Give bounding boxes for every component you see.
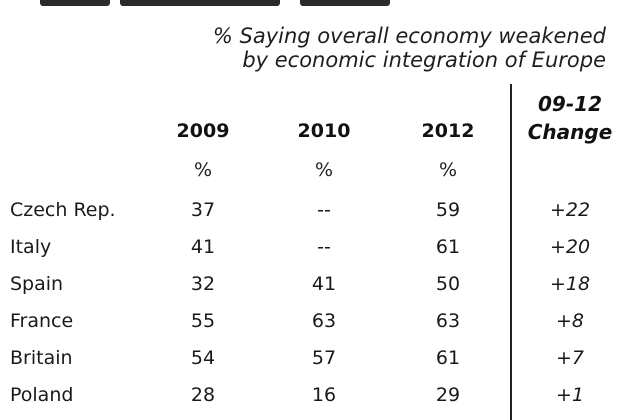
table-row: Italy 41 -- 61 +20 (0, 235, 640, 271)
cell-2010: 57 (311, 347, 337, 369)
cell-2009: 28 (190, 384, 216, 406)
row-country-label: France (10, 310, 74, 332)
cell-2009: 55 (190, 310, 216, 332)
cell-2009: 37 (190, 199, 216, 221)
cell-2010: 16 (311, 384, 337, 406)
table-title-line-1: % Saying overall economy weakened (212, 24, 606, 48)
column-header-2012: 2012 (421, 120, 475, 142)
cell-2010: -- (317, 199, 331, 221)
cell-2012: 50 (435, 273, 461, 295)
change-header-line-2: Change (527, 120, 613, 144)
cell-2010: 41 (311, 273, 337, 295)
cell-2012: 61 (435, 236, 461, 258)
cell-change: +1 (555, 384, 584, 406)
row-country-label: Spain (10, 273, 64, 295)
row-country-label: Italy (10, 236, 52, 258)
table-row: Britain 54 57 61 +7 (0, 346, 640, 382)
cell-change: +7 (555, 347, 584, 369)
table-row: Poland 28 16 29 +1 (0, 383, 640, 419)
cell-2012: 61 (435, 347, 461, 369)
cell-2012: 29 (435, 384, 461, 406)
column-header-2010: 2010 (297, 120, 351, 142)
table-title: % Saying overall economy weakened by eco… (86, 24, 606, 72)
cell-2009: 54 (190, 347, 216, 369)
cell-change: +20 (549, 236, 591, 258)
unit-2010: % (314, 159, 334, 181)
table-row: France 55 63 63 +8 (0, 309, 640, 345)
cell-change: +22 (549, 199, 591, 221)
cell-change: +8 (555, 310, 584, 332)
table-row: Spain 32 41 50 +18 (0, 272, 640, 308)
change-column-divider (510, 84, 512, 420)
column-header-2009: 2009 (176, 120, 230, 142)
row-country-label: Poland (10, 384, 74, 406)
cell-change: +18 (549, 273, 591, 295)
unit-2009: % (193, 159, 213, 181)
unit-2012: % (438, 159, 458, 181)
cell-2010: 63 (311, 310, 337, 332)
change-header-line-1: 09-12 (538, 92, 602, 116)
cell-2012: 63 (435, 310, 461, 332)
row-country-label: Czech Rep. (10, 199, 116, 221)
cell-2012: 59 (435, 199, 461, 221)
cropped-title-remnant (0, 0, 640, 6)
row-country-label: Britain (10, 347, 73, 369)
table-row: Czech Rep. 37 -- 59 +22 (0, 198, 640, 234)
cell-2010: -- (317, 236, 331, 258)
table-title-line-2: by economic integration of Europe (242, 48, 606, 72)
cell-2009: 41 (190, 236, 216, 258)
cell-2009: 32 (190, 273, 216, 295)
